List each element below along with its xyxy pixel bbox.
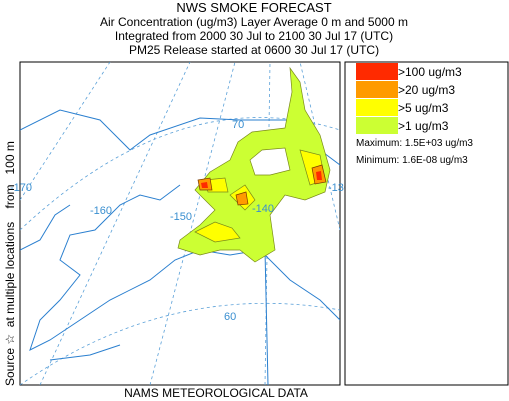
coastline [20,109,340,361]
grid-label: -170 [10,182,32,194]
legend-label: >5 ug/m3 [398,101,449,115]
plume-gt5 [194,149,326,243]
subtitle: Air Concentration (ug/m3) Layer Average … [100,15,408,29]
subtitle: Integrated from 2000 30 Jul to 2100 30 J… [115,29,393,43]
grid-label: 70 [232,119,244,131]
grid-label: -150 [170,211,192,223]
map-frame [19,61,341,386]
legend-swatch [356,117,398,134]
legend-label: >20 ug/m3 [398,83,455,97]
longitude-line [39,62,191,385]
map: -170 -160 -150 -140 -130 70 60 [10,61,350,386]
legend: Maximum: 1.5E+03 ug/m3 Minimum: 1.6E-08 … [344,61,509,386]
legend-label: >1 ug/m3 [398,119,449,133]
minimum: Minimum: 1.6E-08 ug/m3 [356,155,468,166]
legend-swatch [356,63,398,80]
legend-swatch [356,81,398,98]
border [264,249,269,385]
footer: NAMS METEOROLOGICAL DATA [124,386,308,400]
grid-label: 60 [224,311,236,323]
maximum: Maximum: 1.5E+03 ug/m3 [356,138,473,149]
title: NWS SMOKE FORECAST [176,0,331,15]
longitude-line [149,62,236,385]
source-label: Source ☆ at multiple locations from 100 … [3,141,17,386]
grid-label: -140 [252,203,274,215]
plume-gt20 [197,164,327,206]
legend-label: >100 ug/m3 [398,65,462,79]
legend-swatch [356,99,398,116]
grid-label: -160 [90,205,112,217]
plume-hole [249,147,291,176]
subtitle: PM25 Release started at 0600 30 Jul 17 (… [129,43,379,57]
